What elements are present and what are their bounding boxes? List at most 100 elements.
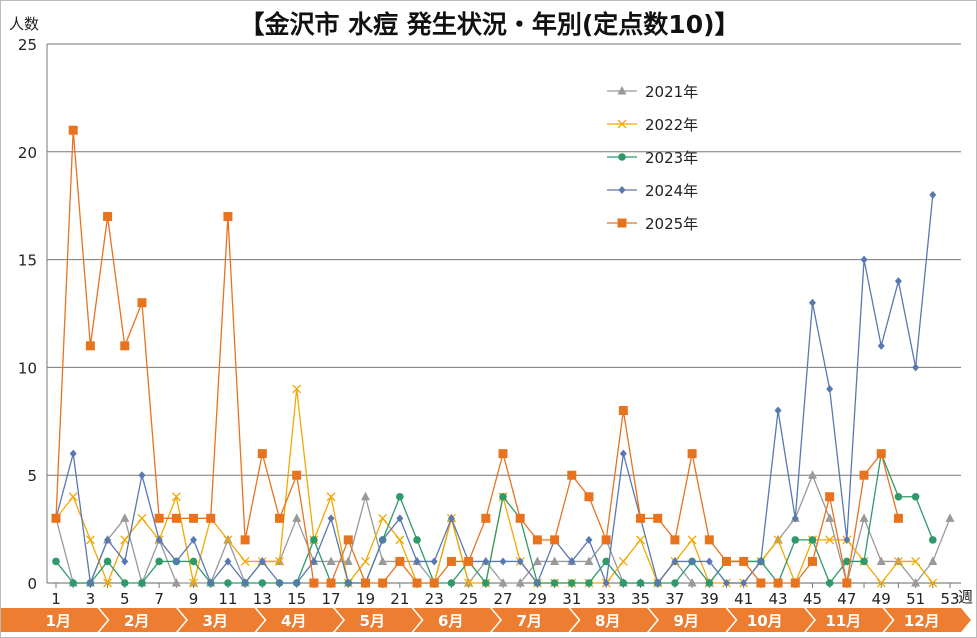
month-label: 5月 bbox=[360, 612, 385, 630]
data-point bbox=[671, 557, 679, 566]
data-point bbox=[877, 341, 885, 350]
data-point bbox=[103, 557, 112, 566]
x-tick-label: 23 bbox=[425, 590, 444, 608]
data-point bbox=[532, 556, 542, 565]
y-tick-label: 5 bbox=[27, 467, 37, 485]
data-point bbox=[310, 536, 318, 544]
data-point bbox=[859, 470, 869, 480]
data-point bbox=[310, 557, 318, 566]
data-point bbox=[396, 492, 404, 501]
legend-label: 2022年 bbox=[645, 116, 698, 134]
data-point bbox=[825, 535, 835, 545]
series-2024年: 2024年 bbox=[52, 182, 937, 587]
month-band-12 bbox=[884, 608, 971, 632]
data-point bbox=[584, 492, 594, 502]
data-point bbox=[671, 579, 679, 587]
data-point bbox=[412, 578, 422, 588]
series-2025年: 2025年 bbox=[51, 125, 903, 588]
x-tick-label: 41 bbox=[734, 590, 753, 608]
data-point bbox=[138, 579, 146, 587]
month-label: 8月 bbox=[595, 612, 620, 630]
data-point bbox=[69, 579, 77, 587]
data-point bbox=[447, 579, 456, 587]
x-tick-label: 25 bbox=[459, 590, 478, 608]
data-point bbox=[876, 449, 886, 459]
data-point bbox=[464, 578, 474, 588]
data-point bbox=[756, 578, 766, 588]
month-label: 3月 bbox=[203, 612, 228, 630]
data-point bbox=[860, 255, 868, 264]
data-point bbox=[498, 578, 508, 587]
data-point bbox=[120, 579, 129, 587]
x-tick-label: 45 bbox=[803, 590, 822, 608]
data-point bbox=[670, 535, 680, 545]
x-tick-label: 21 bbox=[390, 590, 409, 608]
data-point bbox=[482, 579, 490, 587]
data-point bbox=[550, 535, 560, 545]
data-point bbox=[68, 492, 78, 502]
data-point bbox=[361, 556, 370, 566]
data-point bbox=[945, 513, 955, 522]
data-point bbox=[602, 557, 610, 566]
data-point bbox=[360, 491, 370, 501]
data-point bbox=[498, 449, 508, 459]
data-point bbox=[189, 513, 199, 523]
data-point bbox=[860, 557, 868, 566]
data-point bbox=[515, 513, 525, 523]
data-point bbox=[276, 579, 283, 587]
data-point bbox=[928, 578, 938, 588]
data-point bbox=[69, 449, 77, 458]
data-point bbox=[774, 406, 782, 415]
data-point bbox=[258, 579, 267, 587]
data-point bbox=[464, 556, 474, 566]
y-tick-label: 0 bbox=[27, 575, 37, 593]
data-point bbox=[224, 579, 232, 587]
data-point bbox=[843, 557, 851, 566]
data-point bbox=[705, 557, 713, 566]
data-point bbox=[258, 557, 266, 566]
data-point bbox=[618, 406, 628, 416]
data-point bbox=[757, 557, 765, 566]
data-point bbox=[395, 535, 405, 545]
data-point bbox=[688, 557, 696, 566]
data-point bbox=[275, 513, 284, 523]
legend-label: 2025年 bbox=[645, 215, 698, 233]
data-point bbox=[773, 578, 783, 588]
data-point bbox=[343, 535, 353, 545]
data-point bbox=[207, 579, 215, 587]
y-axis-label: 人数 bbox=[9, 15, 39, 33]
data-point bbox=[430, 557, 438, 566]
x-tick-label: 1 bbox=[51, 590, 61, 608]
data-point bbox=[653, 513, 663, 523]
x-tick-label: 35 bbox=[631, 590, 650, 608]
data-point bbox=[550, 556, 560, 565]
data-point bbox=[378, 556, 388, 565]
data-point bbox=[636, 579, 645, 587]
data-point bbox=[842, 578, 852, 588]
data-point bbox=[791, 514, 799, 523]
data-point bbox=[499, 492, 507, 501]
data-point bbox=[843, 535, 851, 544]
x-tick-label: 53 bbox=[940, 590, 959, 608]
data-point bbox=[601, 535, 611, 545]
data-point bbox=[911, 578, 921, 587]
data-point bbox=[481, 513, 491, 523]
y-tick-label: 10 bbox=[18, 359, 37, 377]
data-point bbox=[326, 578, 336, 588]
data-point bbox=[240, 535, 250, 545]
data-point bbox=[429, 578, 439, 588]
data-point bbox=[240, 556, 250, 566]
x-tick-label: 31 bbox=[562, 590, 581, 608]
data-point bbox=[120, 535, 130, 545]
x-tick-label: 49 bbox=[872, 590, 891, 608]
data-point bbox=[791, 536, 800, 544]
data-point bbox=[51, 513, 61, 523]
data-point bbox=[617, 218, 627, 228]
data-point bbox=[104, 535, 112, 544]
data-point bbox=[740, 579, 748, 587]
data-point bbox=[911, 556, 921, 566]
data-point bbox=[893, 556, 903, 566]
data-point bbox=[155, 535, 163, 544]
